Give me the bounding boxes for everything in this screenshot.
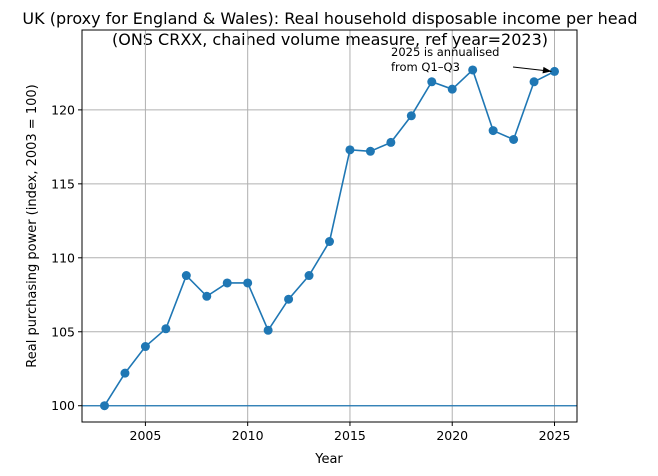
x-tick-label: 2015 [334, 428, 366, 443]
data-point [140, 342, 150, 352]
data-point [100, 401, 109, 411]
x-tick-label: 2010 [232, 428, 264, 443]
data-point [406, 111, 416, 121]
y-tick-label: 115 [51, 176, 75, 191]
chart-subtitle: (ONS CRXX, chained volume measure, ref y… [112, 30, 548, 49]
annotation-arrow [512, 66, 552, 74]
data-point [468, 65, 478, 75]
data-point [550, 66, 559, 76]
x-tick-label: 2020 [436, 428, 468, 443]
data-point [120, 368, 130, 378]
grid [82, 30, 577, 422]
data-point [427, 77, 437, 87]
x-tick-label: 2025 [539, 428, 571, 443]
data-point [181, 271, 191, 281]
data-point [488, 126, 498, 136]
data-point [202, 291, 212, 301]
y-tick-label: 120 [51, 102, 75, 117]
annotation-line-1: 2025 is annualised [391, 45, 499, 59]
annotation-line-2: from Q1–Q3 [391, 60, 460, 74]
x-axis-ticks: 2005 2010 2015 2020 2025 [130, 422, 571, 443]
arrow-head [542, 66, 552, 74]
chart-title: UK (proxy for England & Wales): Real hou… [22, 9, 637, 28]
y-axis-ticks: 100 105 110 115 120 [51, 102, 82, 413]
plot-frame [81, 29, 578, 423]
data-point [365, 146, 375, 156]
data-series [100, 65, 559, 411]
y-axis-label: Real purchasing power (index, 2003 = 100… [25, 84, 40, 367]
x-axis-label: Year [314, 452, 343, 467]
y-tick-label: 110 [51, 250, 75, 265]
data-point [243, 278, 253, 288]
data-point [509, 134, 519, 144]
data-point [304, 271, 314, 281]
data-point [325, 237, 334, 247]
x-tick-label: 2005 [130, 428, 162, 443]
y-tick-label: 100 [51, 398, 75, 413]
data-point [284, 294, 294, 304]
data-point [345, 145, 355, 155]
data-point [447, 84, 457, 94]
data-point [263, 325, 273, 335]
data-point [529, 77, 539, 87]
data-point [386, 137, 396, 147]
data-point [222, 278, 232, 288]
y-tick-label: 105 [51, 324, 75, 339]
data-point [161, 324, 171, 334]
